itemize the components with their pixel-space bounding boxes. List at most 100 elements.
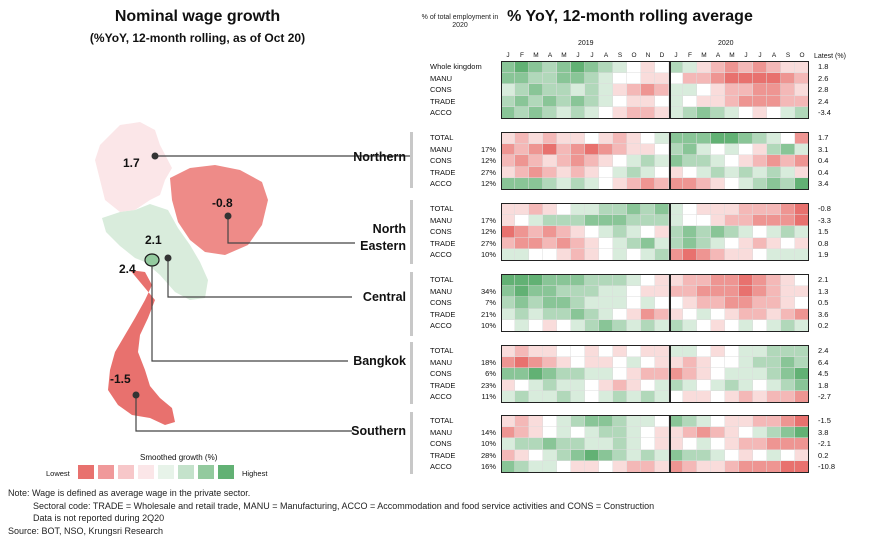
- heatmap-cell: [725, 72, 739, 84]
- heatmap-cell: [683, 166, 697, 178]
- heatmap-cell: [767, 143, 781, 155]
- map-value-southern: -1.5: [110, 372, 131, 386]
- heatmap-cell: [585, 166, 599, 178]
- heatmap-cell: [641, 61, 655, 73]
- heatmap-cell: [697, 166, 711, 178]
- heatmap-cell: [501, 155, 515, 167]
- row-latest-value: 0.8: [818, 238, 829, 248]
- heatmap-cell: [501, 449, 515, 461]
- heatmap-cell: [739, 297, 753, 309]
- heatmap-cell: [599, 84, 613, 96]
- heatmap-cell: [501, 61, 515, 73]
- heatmap-cell: [753, 166, 767, 178]
- heatmap-cell: [753, 320, 767, 332]
- heatmap-cell: [627, 143, 641, 155]
- heatmap-cell: [725, 143, 739, 155]
- legend-title: Smoothed growth (%): [140, 453, 218, 462]
- heatmap-cell: [669, 320, 683, 332]
- row-latest-value: 1.5: [818, 227, 829, 236]
- heatmap-cell: [753, 178, 767, 190]
- heatmap-cell: [683, 426, 697, 438]
- heatmap-cell: [557, 72, 571, 84]
- row-label: TOTAL: [430, 416, 454, 425]
- heatmap-cell: [753, 438, 767, 450]
- heatmap-cell: [571, 155, 585, 167]
- heatmap-cell: [683, 368, 697, 380]
- heatmap-cell: [739, 285, 753, 297]
- heatmap-cell: [585, 178, 599, 190]
- heatmap-cell: [739, 237, 753, 249]
- heatmap-cell: [655, 438, 669, 450]
- heatmap-cell: [557, 84, 571, 96]
- month-tick-label: M: [729, 52, 735, 59]
- heatmap-cell: [781, 391, 795, 403]
- heatmap-cell: [543, 345, 557, 357]
- heatmap-cell: [557, 249, 571, 261]
- heatmap-cell: [543, 203, 557, 215]
- heatmap-cell: [683, 438, 697, 450]
- heatmap-cell: [683, 415, 697, 427]
- heatmap-cell: [781, 308, 795, 320]
- heatmap-cell: [753, 297, 767, 309]
- heatmap-cell: [697, 391, 711, 403]
- map-region-southern: [108, 270, 175, 425]
- heatmap-cell: [753, 107, 767, 119]
- heatmap-cell: [697, 84, 711, 96]
- heatmap-cell: [767, 379, 781, 391]
- heatmap-cell: [641, 297, 655, 309]
- map-region-northern: [95, 122, 172, 212]
- heatmap-cell: [683, 178, 697, 190]
- heatmap-cell: [697, 379, 711, 391]
- heatmap-cell: [655, 132, 669, 144]
- heatmap-cell: [683, 143, 697, 155]
- heatmap-cell: [627, 214, 641, 226]
- legend-swatch: [178, 465, 194, 479]
- row-latest-value: 4.5: [818, 369, 829, 378]
- heatmap-cell: [781, 461, 795, 473]
- heatmap-cell: [627, 308, 641, 320]
- heatmap-cell: [753, 368, 767, 380]
- heatmap-cell: [599, 107, 613, 119]
- heatmap-cell: [669, 391, 683, 403]
- heatmap-cell: [767, 320, 781, 332]
- row-label: ACCO: [430, 108, 452, 117]
- heatmap-cell: [599, 143, 613, 155]
- heatmap-cell: [515, 214, 529, 226]
- heatmap-cell: [515, 155, 529, 167]
- heatmap-cell: [669, 356, 683, 368]
- heatmap-cell: [641, 155, 655, 167]
- heatmap-cell: [599, 426, 613, 438]
- heatmap-cell: [697, 426, 711, 438]
- heatmap-cell: [655, 297, 669, 309]
- heatmap-cell: [543, 461, 557, 473]
- heatmap-cell: [753, 237, 767, 249]
- heatmap-cell: [529, 391, 543, 403]
- heatmap-cell: [753, 356, 767, 368]
- heatmap-cell: [515, 320, 529, 332]
- row-label: CONS: [430, 439, 452, 448]
- thailand-map: [95, 122, 413, 474]
- heatmap-cell: [753, 72, 767, 84]
- heatmap-cell: [515, 249, 529, 261]
- heatmap-cell: [515, 166, 529, 178]
- heatmap-cell: [683, 214, 697, 226]
- heatmap-cell: [585, 84, 599, 96]
- heatmap-cell: [725, 203, 739, 215]
- heatmap-cell: [753, 155, 767, 167]
- month-tick-label: M: [533, 52, 539, 59]
- heatmap-cell: [711, 61, 725, 73]
- heatmap-cell: [641, 356, 655, 368]
- heatmap-cell: [585, 95, 599, 107]
- row-label: TRADE: [430, 238, 456, 248]
- row-label: CONS: [430, 227, 452, 236]
- row-latest-value: 3.8: [818, 427, 829, 437]
- row-latest-value: -2.1: [818, 439, 831, 448]
- heatmap-cell: [711, 308, 725, 320]
- heatmap-cell: [515, 143, 529, 155]
- heatmap-cell: [739, 368, 753, 380]
- heatmap-cell: [585, 249, 599, 261]
- heatmap-cell: [725, 178, 739, 190]
- heatmap-cell: [641, 379, 655, 391]
- heatmap-cell: [669, 61, 683, 73]
- heatmap-cell: [613, 166, 627, 178]
